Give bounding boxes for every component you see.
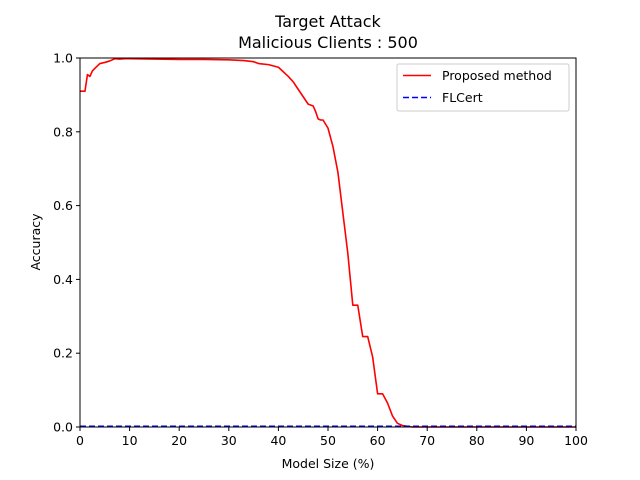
x-tick-label: 80: [469, 433, 485, 448]
x-tick-label: 100: [564, 433, 588, 448]
ticks-layer: 0 10 20 30 40 50 60 70 80 90 100 0.0 0.2 0.4 0.6 0.8 1.0: [53, 51, 588, 449]
legend-label-flcert: FLCert: [442, 90, 483, 105]
y-tick-label: 0.8: [53, 124, 73, 139]
chart-title-line1: Target Attack: [274, 12, 381, 31]
x-tick-label: 60: [370, 433, 386, 448]
series-line-proposed-method: [80, 57, 576, 428]
x-tick-label: 70: [419, 433, 435, 448]
x-tick-label: 10: [122, 433, 138, 448]
y-tick-label: 1.0: [53, 51, 73, 66]
y-tick-label: 0.4: [53, 272, 73, 287]
x-tick-label: 40: [270, 433, 286, 448]
legend-box: [396, 63, 570, 112]
x-tick-label: 0: [76, 433, 84, 448]
y-tick-label: 0.2: [53, 346, 73, 361]
x-tick-label: 20: [171, 433, 187, 448]
x-tick-label: 50: [320, 433, 336, 448]
series-layer: [80, 57, 576, 428]
y-tick-label: 0.6: [53, 198, 73, 213]
x-tick-label: 90: [518, 433, 534, 448]
legend-label-proposed: Proposed method: [442, 68, 552, 83]
y-axis-label: Accuracy: [28, 213, 43, 271]
x-tick-label: 30: [221, 433, 237, 448]
legend: Proposed method FLCert: [396, 63, 570, 112]
chart-title-line2: Malicious Clients : 500: [238, 33, 418, 52]
x-axis-label: Model Size (%): [282, 456, 375, 471]
y-tick-label: 0.0: [53, 420, 73, 435]
